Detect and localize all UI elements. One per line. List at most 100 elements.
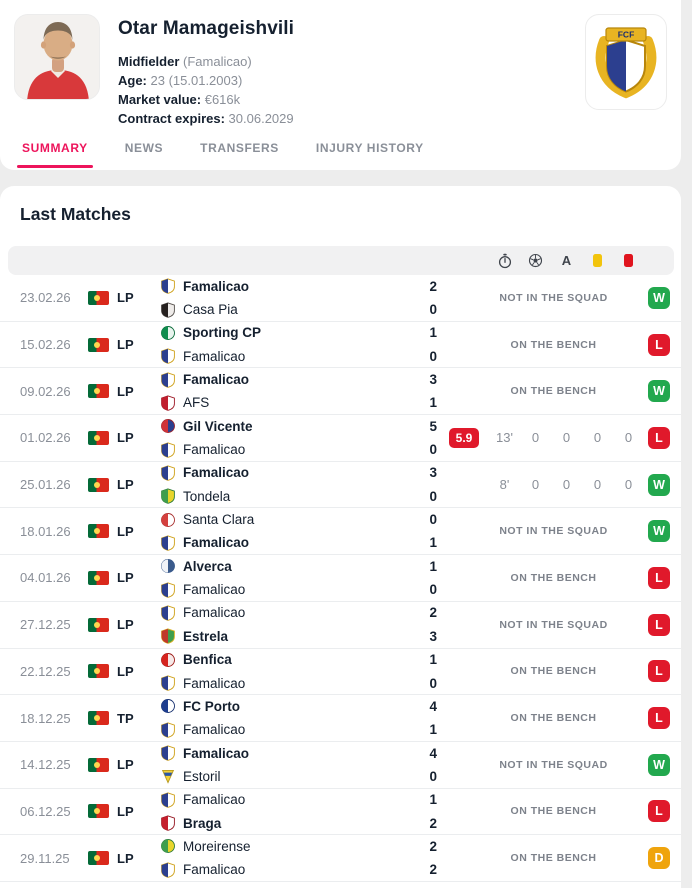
result-cell: W <box>644 380 670 403</box>
match-row[interactable]: 29.11.25 LP Moreirense 2 Famalicao 2 ON … <box>0 835 681 882</box>
match-league-cell: LP <box>88 337 160 352</box>
player-photo <box>14 14 100 100</box>
match-league-cell: TP <box>88 711 160 726</box>
portugal-flag-icon <box>88 430 109 445</box>
club-crest-icon: FCF <box>595 27 657 99</box>
availability-status: NOT IN THE SQUAD <box>499 758 608 771</box>
player-match-stats: ON THE BENCH <box>449 368 644 414</box>
player-info: Otar Mamageishvili Midfielder (Famalicao… <box>118 14 295 126</box>
home-team-name: Sporting CP <box>183 325 261 341</box>
result-cell: W <box>644 520 670 543</box>
match-row[interactable]: 01.02.26 LP Gil Vicente 5 Famalicao 0 5.… <box>0 415 681 462</box>
home-team-score: 5 <box>429 418 437 434</box>
player-name: Otar Mamageishvili <box>118 18 295 39</box>
result-badge: D <box>648 847 670 870</box>
portugal-flag-icon <box>88 804 109 819</box>
away-team-crest-icon <box>160 582 176 598</box>
away-team-row: Famalicao 2 <box>160 858 437 881</box>
match-row[interactable]: 09.02.26 LP Famalicao 3 AFS 1 ON THE BEN… <box>0 368 681 416</box>
match-row[interactable]: 18.12.25 TP FC Porto 4 Famalicao 1 ON TH… <box>0 695 681 742</box>
home-team-name: Famalicao <box>183 745 250 761</box>
away-team-score: 0 <box>429 348 437 364</box>
portugal-flag-icon <box>88 384 109 399</box>
match-date: 06.12.25 <box>20 803 71 819</box>
away-team-score: 0 <box>429 442 437 458</box>
red-cards-value: 0 <box>624 477 633 493</box>
portugal-flag-icon <box>88 851 109 866</box>
away-team-name: Famalicao <box>183 862 246 878</box>
home-team-name: Moreirense <box>183 838 251 854</box>
home-team-crest-icon <box>160 698 176 714</box>
home-team-score: 1 <box>429 325 437 341</box>
player-match-stats: NOT IN THE SQUAD <box>449 602 644 648</box>
match-row[interactable]: 23.02.26 LP Famalicao 2 Casa Pia 0 NOT I… <box>0 275 681 322</box>
match-row[interactable]: 14.12.25 LP Famalicao 4 Estoril 0 NOT IN… <box>0 742 681 789</box>
match-teams: Sporting CP 1 Famalicao 0 <box>160 321 449 368</box>
league-code: LP <box>117 337 134 353</box>
away-team-crest-icon <box>160 815 176 831</box>
away-team-row: Estoril 0 <box>160 765 437 788</box>
result-badge: W <box>648 380 670 403</box>
tab-news[interactable]: NEWS <box>123 126 165 170</box>
match-row[interactable]: 27.12.25 LP Famalicao 2 Estrela 3 NOT IN… <box>0 602 681 649</box>
result-cell: L <box>644 800 670 823</box>
match-league-cell: LP <box>88 384 160 399</box>
matches-table-header: A <box>8 246 674 275</box>
result-badge: L <box>648 613 670 636</box>
player-match-stats: ON THE BENCH <box>449 649 644 695</box>
home-team-name: Famalicao <box>183 372 250 388</box>
match-league-cell: LP <box>88 617 160 632</box>
result-cell: D <box>644 847 670 870</box>
tab-transfers[interactable]: TRANSFERS <box>198 126 281 170</box>
away-team-crest-icon <box>160 628 176 645</box>
match-row[interactable]: 25.01.26 LP Famalicao 3 Tondela 0 8' 0 0 0 0… <box>0 462 681 509</box>
summary-card: Last Matches A 23.02.26 LP Famalicao 2 C… <box>0 186 681 888</box>
result-cell: L <box>644 566 670 589</box>
player-match-stats: ON THE BENCH <box>449 835 644 881</box>
player-age-line: Age: 23 (15.01.2003) <box>118 71 294 90</box>
assists-value: 0 <box>562 430 571 446</box>
result-cell: L <box>644 426 670 449</box>
away-team-crest-icon <box>160 535 176 551</box>
away-team-name: Estrela <box>183 628 229 644</box>
match-row[interactable]: 18.01.26 LP Santa Clara 0 Famalicao 1 NO… <box>0 508 681 556</box>
result-cell: W <box>644 286 670 309</box>
league-code: LP <box>117 477 134 493</box>
result-badge: W <box>648 520 670 543</box>
match-row[interactable]: 04.01.26 LP Alverca 1 Famalicao 0 ON THE… <box>0 555 681 602</box>
home-team-crest-icon <box>160 325 176 341</box>
portugal-flag-icon <box>88 524 109 539</box>
home-team-name: Benfica <box>183 652 232 668</box>
home-team-score: 1 <box>429 558 437 574</box>
result-badge: W <box>648 753 670 776</box>
match-row[interactable]: 15.02.26 LP Sporting CP 1 Famalicao 0 ON… <box>0 322 681 369</box>
home-team-score: 2 <box>429 838 437 854</box>
match-row[interactable]: 06.12.25 LP Famalicao 1 Braga 2 ON THE B… <box>0 789 681 836</box>
match-teams: Santa Clara 0 Famalicao 1 <box>160 508 449 555</box>
away-team-name: Famalicao <box>183 442 246 458</box>
home-team-crest-icon <box>160 838 176 854</box>
result-badge: L <box>648 800 670 823</box>
home-team-row: Famalicao 4 <box>160 741 437 764</box>
assists-value: 0 <box>562 477 571 493</box>
player-match-stats: ON THE BENCH <box>449 789 644 835</box>
player-market-value-line: Market value: €616k <box>118 90 294 109</box>
tab-summary[interactable]: SUMMARY <box>17 126 93 170</box>
portugal-flag-icon <box>88 290 109 305</box>
away-team-crest-icon <box>160 768 176 785</box>
result-cell: L <box>644 613 670 636</box>
result-cell: L <box>644 333 670 356</box>
rating-slot: 5.9 <box>449 427 489 448</box>
club-badge[interactable]: FCF <box>585 14 667 110</box>
away-team-name: Braga <box>183 815 222 831</box>
player-header-card: Otar Mamageishvili Midfielder (Famalicao… <box>0 0 681 170</box>
market-value: €616k <box>204 92 241 107</box>
away-team-row: Famalicao 0 <box>160 671 437 694</box>
away-team-crest-icon <box>160 862 176 878</box>
away-team-score: 1 <box>429 395 437 411</box>
match-row[interactable]: 22.12.25 LP Benfica 1 Famalicao 0 ON THE… <box>0 649 681 696</box>
home-team-score: 3 <box>429 465 437 481</box>
tab-injury-history[interactable]: INJURY HISTORY <box>314 126 426 170</box>
away-team-score: 0 <box>429 302 437 318</box>
availability-status: ON THE BENCH <box>510 852 597 865</box>
